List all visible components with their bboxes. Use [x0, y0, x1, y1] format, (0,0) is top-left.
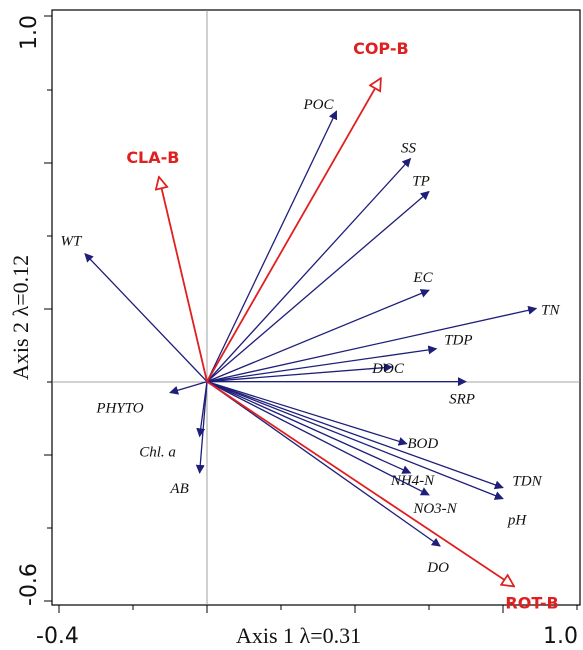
species-label-cop-b: COP-B	[353, 39, 409, 58]
env-vector-bod	[206, 381, 408, 446]
y-axis-ticks	[44, 15, 52, 602]
x-axis-title: Axis 1 λ=0.31	[236, 623, 361, 648]
env-vector-do	[206, 381, 441, 547]
env-vector-phyto	[169, 381, 208, 395]
species-vector-cla-b	[159, 177, 208, 382]
env-label-ph: pH	[507, 513, 528, 529]
env-vector-poc	[206, 110, 338, 382]
env-label-tdp: TDP	[444, 333, 472, 349]
env-label-chl-a: Chl. a	[139, 444, 176, 460]
species-label-rot-b: ROT-B	[505, 593, 558, 612]
env-vector-ss	[206, 157, 412, 383]
species-label-cla-b: CLA-B	[126, 148, 179, 167]
x-tick-label-min: -0.4	[36, 624, 79, 649]
env-vector-doc	[206, 363, 393, 383]
env-vector-no3-n	[206, 381, 430, 496]
env-vector-tdn	[206, 381, 504, 490]
env-vector-tn	[206, 305, 538, 383]
env-vector-nh4-n	[206, 381, 412, 474]
env-vector-tdp	[206, 345, 438, 383]
env-label-bod: BOD	[407, 436, 438, 452]
species-vector-cop-b	[206, 78, 381, 383]
env-vector-ph	[206, 381, 504, 500]
env-label-wt: WT	[60, 234, 82, 250]
env-vector-wt	[84, 253, 208, 383]
env-label-srp: SRP	[449, 392, 475, 408]
y-tick-label-max: 1.0	[17, 15, 42, 50]
y-tick-label-min: -0.6	[17, 563, 42, 606]
env-label-ss: SS	[401, 141, 417, 157]
env-vector-tp	[206, 190, 430, 383]
environmental-vectors: POC SS TP WT EC TN TDP DOC SRP PHYTO BOD Chl. a AB NH…	[60, 97, 560, 576]
species-vectors: COP-B CLA-B ROT-B	[126, 39, 558, 612]
plot-frame	[51, 9, 581, 606]
y-axis-title: Axis 2 λ=0.12	[8, 255, 33, 380]
env-label-tn: TN	[541, 303, 560, 319]
env-label-ab: AB	[169, 481, 188, 497]
env-label-doc: DOC	[371, 361, 405, 377]
env-vector-ab	[195, 381, 208, 474]
env-label-no3-n: NO3-N	[412, 501, 457, 517]
env-label-poc: POC	[303, 97, 335, 113]
x-axis-ticks	[58, 605, 578, 613]
species-vector-rot-b	[206, 380, 514, 587]
env-vector-ec	[206, 289, 430, 383]
env-label-tdn: TDN	[512, 474, 542, 490]
x-tick-label-max: 1.0	[543, 624, 578, 649]
env-label-tp: TP	[412, 174, 430, 190]
env-label-nh4-n: NH4-N	[390, 473, 435, 489]
env-label-do: DO	[426, 560, 449, 576]
env-label-ec: EC	[412, 270, 433, 286]
env-label-phyto: PHYTO	[95, 401, 143, 417]
